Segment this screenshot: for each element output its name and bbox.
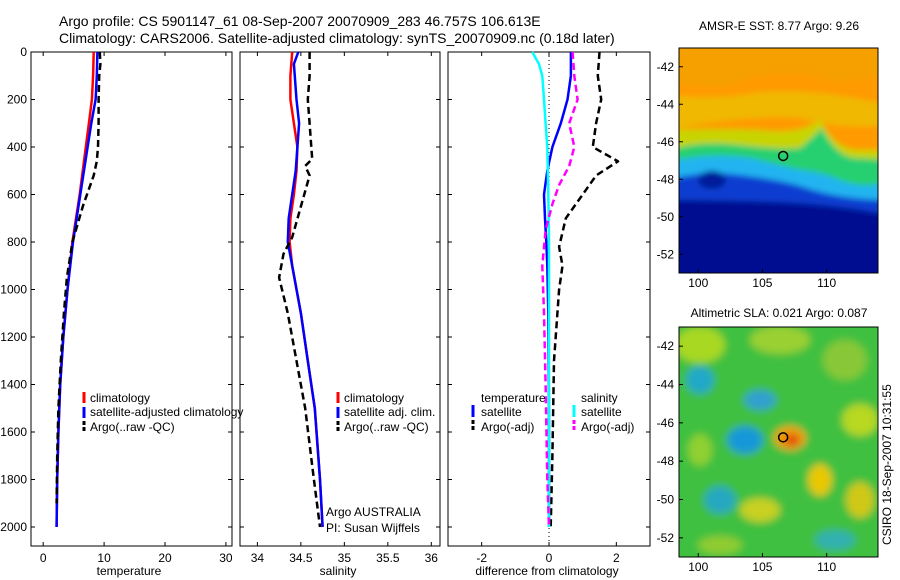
sst-map-image <box>679 48 878 273</box>
map-y-tick-label: -42 <box>657 60 675 74</box>
difference-xlabel: difference from climatology <box>475 564 618 578</box>
salinity-legend: climatology satellite adj. clim. Argo(..… <box>336 391 435 434</box>
y-tick-label: 1600 <box>0 425 27 439</box>
map-y-tick-label: -48 <box>657 454 675 468</box>
y-tick-label: 1200 <box>0 330 27 344</box>
x-tick-label: 35.5 <box>376 551 400 565</box>
argo-position-marker <box>777 150 789 162</box>
legend-argo-label: Argo(..raw -QC) <box>90 420 175 434</box>
map-y-tick-label: -50 <box>657 210 675 224</box>
x-tick-label: 20 <box>158 551 172 565</box>
map-y-tick-label: -46 <box>657 135 675 149</box>
sst-map-title: AMSR-E SST: 8.77 Argo: 9.26 <box>699 19 859 33</box>
legend-temp-satellite-label: satellite <box>481 405 522 419</box>
map-y-tick-label: -46 <box>657 416 675 430</box>
argo-position-marker <box>777 432 789 443</box>
header-line2: Climatology: CARS2006. Satellite-adjuste… <box>59 30 615 46</box>
legend-sal-argo-label: Argo(-adj) <box>581 420 634 434</box>
sla-map-axes: 100 105 110 -42 -44 -46 -48 -50 -52 <box>657 339 837 574</box>
map-y-tick-label: -48 <box>657 172 675 186</box>
map-y-tick-label: -44 <box>657 97 675 111</box>
legend-temperature-title: temperature <box>481 391 546 405</box>
temperature-legend: climatology satellite-adjusted climatolo… <box>82 391 243 434</box>
salinity-annotation-line2: PI: Susan Wijffels <box>326 521 420 535</box>
legend-climatology-label: climatology <box>344 391 404 405</box>
map-y-tick-label: -50 <box>657 493 675 507</box>
map-x-tick-label: 110 <box>817 276 836 290</box>
legend-temp-argo-label: Argo(-adj) <box>481 420 534 434</box>
y-tick-label: 1800 <box>0 473 27 487</box>
x-tick-label: 0 <box>546 551 553 565</box>
y-tick-label: 600 <box>7 188 27 202</box>
map-x-tick-label: 105 <box>752 560 772 574</box>
legend-climatology-label: climatology <box>90 391 150 405</box>
legend-satellite-label: satellite adj. clim. <box>344 405 435 419</box>
x-tick-label: 0 <box>40 551 47 565</box>
legend-argo-label: Argo(..raw -QC) <box>344 420 429 434</box>
map-y-tick-label: -44 <box>657 378 675 392</box>
sst-map-axes: 100 105 110 -42 -44 -46 -48 -50 -52 <box>657 60 837 290</box>
salinity-xlabel: salinity <box>320 564 357 578</box>
y-tick-label: 1000 <box>0 283 27 297</box>
map-y-tick-label: -52 <box>657 531 675 545</box>
salinity-annotation-line1: Argo AUSTRALIA <box>326 505 421 519</box>
map-y-tick-label: -52 <box>657 247 675 261</box>
legend-salinity-title: salinity <box>581 391 618 405</box>
y-tick-label: 800 <box>7 235 27 249</box>
y-tick-label: 2000 <box>0 520 27 534</box>
series-line-salinity-argo-adj- <box>541 51 579 528</box>
salinity-panel-frame <box>239 51 441 547</box>
temperature-plot: 0 10 20 30 0 200 400 600 800 1000 1200 1400 1600 1800… <box>0 45 233 565</box>
series-line-argo-raw-qc- <box>277 52 322 528</box>
header-line1: Argo profile: CS 5901147_61 08-Sep-2007 … <box>59 13 541 29</box>
series-line-salinity-satellite <box>531 51 551 527</box>
y-tick-label: 0 <box>20 45 27 59</box>
map-x-tick-label: 105 <box>752 276 772 290</box>
y-tick-label: 400 <box>7 140 27 154</box>
difference-plot: -2 0 2 <box>448 51 650 565</box>
x-tick-label: -2 <box>476 551 487 565</box>
salinity-plot: 34 34.5 35 35.5 36 <box>240 51 440 565</box>
sla-map-frame <box>678 326 879 558</box>
x-tick-label: 10 <box>97 551 111 565</box>
difference-legend: temperature satellite Argo(-adj) salinit… <box>471 391 634 434</box>
y-tick-label: 200 <box>7 93 27 107</box>
series-line-temperature-argo-adj- <box>549 51 620 528</box>
series-line-satellite-adj-clim- <box>286 51 324 528</box>
x-tick-label: 30 <box>219 551 233 565</box>
map-x-tick-label: 110 <box>817 560 836 574</box>
x-tick-label: 35 <box>338 551 352 565</box>
x-tick-label: 36 <box>425 551 439 565</box>
y-tick-label: 1400 <box>0 378 27 392</box>
series-line-argo-raw-qc- <box>55 51 102 504</box>
timestamp-stamp: CSIRO 18-Sep-2007 10:31:55 <box>880 384 894 545</box>
map-y-tick-label: -42 <box>657 339 675 353</box>
legend-sal-satellite-label: satellite <box>581 405 622 419</box>
legend-satellite-label: satellite-adjusted climatology <box>90 405 243 419</box>
map-x-tick-label: 100 <box>688 560 708 574</box>
sla-map-title: Altimetric SLA: 0.021 Argo: 0.087 <box>691 306 868 320</box>
x-tick-label: 34.5 <box>289 551 313 565</box>
temperature-panel-frame <box>30 51 233 547</box>
map-x-tick-label: 100 <box>688 276 708 290</box>
temperature-xlabel: temperature <box>97 564 162 578</box>
sst-map-frame <box>678 47 879 274</box>
sla-map-image <box>679 327 878 557</box>
x-tick-label: 2 <box>613 551 620 565</box>
x-tick-label: 34 <box>251 551 265 565</box>
